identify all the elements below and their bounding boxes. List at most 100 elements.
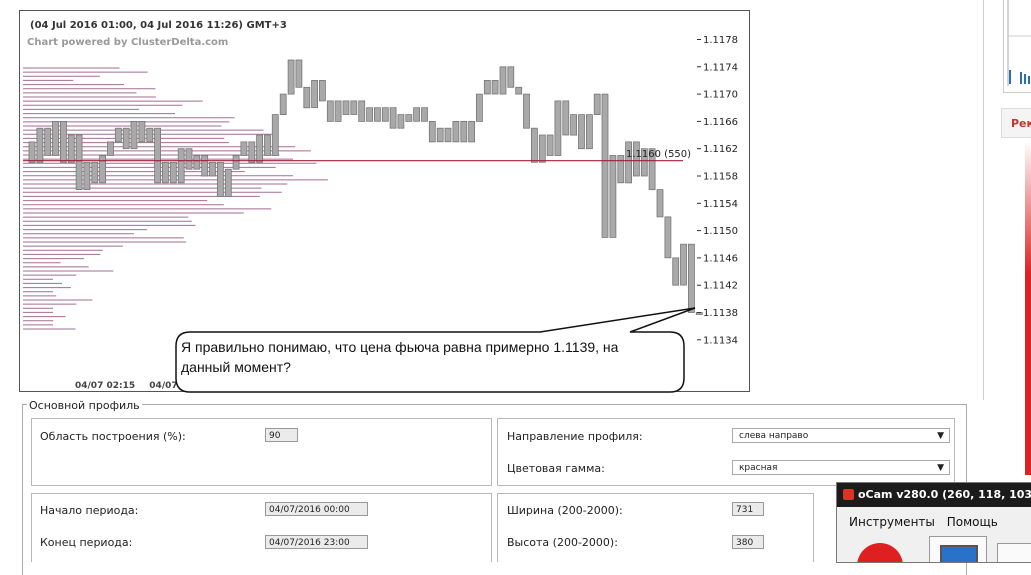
height-input[interactable]: 380 bbox=[732, 535, 764, 549]
candle bbox=[44, 127, 52, 156]
candle bbox=[538, 134, 546, 163]
candle bbox=[499, 66, 507, 95]
y-tick-label: 1.1158 bbox=[703, 172, 738, 183]
mini-bars-icon bbox=[1007, 0, 1031, 86]
candle bbox=[680, 243, 687, 286]
candle bbox=[36, 127, 44, 163]
mini-chart-widget bbox=[1003, 0, 1031, 93]
candle bbox=[554, 100, 562, 156]
palette-select[interactable]: красная ▼ bbox=[732, 460, 950, 475]
chart-credit: Chart powered by ClusterDelta.com bbox=[27, 37, 229, 48]
candle bbox=[240, 141, 248, 156]
candle bbox=[60, 121, 67, 163]
candle bbox=[475, 93, 483, 122]
ocam-app-icon bbox=[843, 489, 854, 500]
candle bbox=[28, 141, 36, 163]
area-input[interactable]: 90 bbox=[265, 428, 298, 442]
candle bbox=[640, 148, 648, 177]
y-tick-label: 1.1166 bbox=[703, 117, 738, 128]
candle bbox=[161, 161, 169, 184]
candle bbox=[491, 80, 499, 95]
candle bbox=[75, 134, 83, 190]
candle bbox=[586, 114, 593, 150]
candle bbox=[405, 114, 413, 122]
candle bbox=[633, 141, 640, 177]
candle bbox=[381, 107, 389, 122]
direction-select[interactable]: слева направо ▼ bbox=[732, 428, 950, 443]
candle bbox=[468, 121, 476, 143]
dropdown-arrow-icon: ▼ bbox=[937, 463, 944, 473]
x-tick-label: 04/07 09:15 bbox=[521, 381, 581, 391]
screen-capture-button[interactable] bbox=[929, 536, 987, 562]
candle bbox=[224, 168, 232, 197]
candle bbox=[601, 93, 609, 238]
candle bbox=[373, 107, 381, 122]
start-input[interactable]: 04/07/2016 00:00 bbox=[265, 502, 368, 516]
candle bbox=[460, 121, 468, 143]
y-tick-label: 1.1154 bbox=[703, 199, 738, 210]
ad-banner-edge bbox=[1025, 140, 1031, 475]
candle bbox=[295, 59, 303, 88]
candle bbox=[436, 127, 444, 143]
candle bbox=[232, 155, 240, 170]
candle bbox=[413, 107, 421, 122]
candle bbox=[625, 141, 632, 184]
x-tick-label: 04/07 08:05 bbox=[447, 381, 507, 391]
x-tick-label: 04/07 04:35 bbox=[224, 381, 284, 391]
candle bbox=[672, 257, 680, 286]
candle bbox=[562, 100, 570, 136]
menu-help[interactable]: Помощь bbox=[946, 515, 998, 529]
candle bbox=[209, 161, 216, 177]
candle bbox=[146, 127, 154, 143]
y-tick-label: 1.1150 bbox=[703, 226, 738, 237]
width-input[interactable]: 731 bbox=[732, 502, 764, 516]
end-input[interactable]: 04/07/2016 23:00 bbox=[265, 535, 368, 549]
settings-legend: Основной профиль bbox=[27, 399, 142, 412]
candle bbox=[303, 86, 311, 109]
ad-header[interactable]: Рек bbox=[1001, 108, 1031, 138]
candle bbox=[688, 243, 695, 313]
chart-panel: 1.1160 (550) 1.1178 1.1174 1.1170 1.1166 1.1… bbox=[19, 10, 750, 392]
candle bbox=[326, 100, 334, 122]
candle bbox=[656, 189, 664, 218]
candle bbox=[114, 127, 122, 143]
chart-title: (04 Jul 2016 01:00, 04 Jul 2016 11:26) G… bbox=[30, 20, 287, 31]
height-label: Высота (200-2000): bbox=[507, 536, 618, 549]
ocam-window[interactable]: oCam v280.0 (260, 118, 1031, Инструменты… bbox=[836, 482, 1031, 563]
record-button-icon[interactable] bbox=[857, 543, 903, 562]
candle bbox=[193, 155, 201, 170]
candle bbox=[83, 161, 91, 191]
candle bbox=[248, 141, 256, 163]
candle bbox=[52, 121, 59, 156]
candle bbox=[185, 148, 193, 170]
ocam-menubar: Инструменты Помощь bbox=[849, 515, 1006, 529]
area-label: Область построения (%): bbox=[40, 430, 186, 443]
candle bbox=[318, 80, 326, 102]
x-tick-label: 04/07 02:15 bbox=[75, 381, 135, 391]
x-tick-label: 04/07 10:25 bbox=[595, 381, 655, 391]
capture-area-button[interactable] bbox=[997, 543, 1031, 562]
price-chart: 1.1160 (550) 1.1178 1.1174 1.1170 1.1166 1.1… bbox=[23, 35, 738, 391]
candle bbox=[515, 86, 523, 95]
page-divider bbox=[983, 0, 984, 400]
candle bbox=[389, 107, 397, 129]
width-label: Ширина (200-2000): bbox=[507, 504, 623, 517]
candle bbox=[256, 134, 264, 163]
candle bbox=[578, 114, 585, 150]
menu-tools[interactable]: Инструменты bbox=[849, 515, 935, 529]
candle bbox=[138, 121, 146, 143]
candle bbox=[130, 121, 138, 150]
candle bbox=[523, 93, 530, 129]
ocam-titlebar[interactable]: oCam v280.0 (260, 118, 1031, bbox=[837, 483, 1031, 507]
candle bbox=[664, 216, 672, 259]
area-box bbox=[31, 418, 492, 486]
candle bbox=[483, 80, 491, 95]
candle bbox=[287, 59, 295, 95]
candle bbox=[169, 161, 177, 184]
y-tick-label: 1.1162 bbox=[703, 144, 738, 155]
candle bbox=[264, 134, 271, 156]
callout-text: Я правильно понимаю, что цена фьюча равн… bbox=[181, 339, 619, 375]
candle bbox=[154, 127, 162, 184]
candle bbox=[397, 114, 405, 129]
candle bbox=[609, 155, 617, 238]
